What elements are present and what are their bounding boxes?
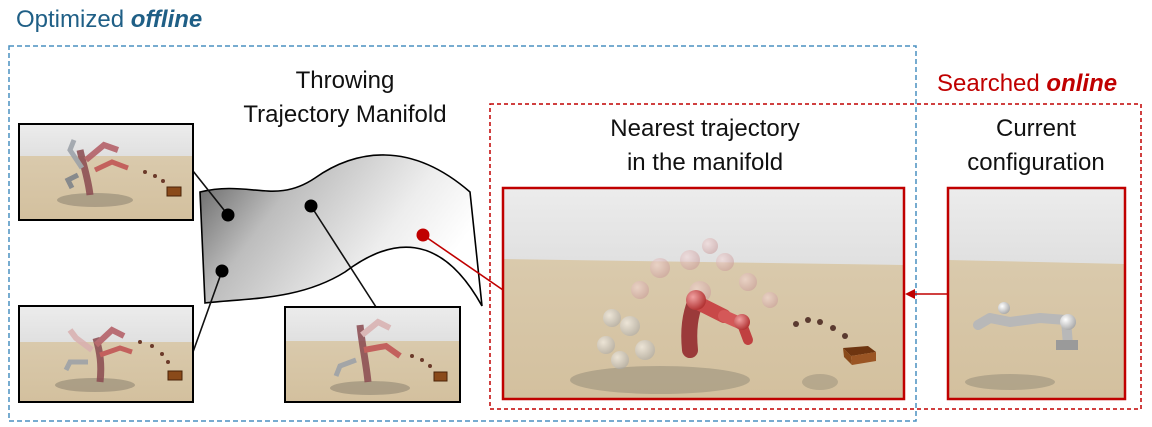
- connector-bottom-mid: [310, 205, 377, 308]
- manifold-point-nearest: [416, 228, 430, 242]
- thumbnail-bottom-left: [18, 305, 194, 403]
- current-label-line2: configuration: [967, 149, 1105, 176]
- nearest-label: Nearest trajectory in the manifold: [545, 112, 865, 180]
- online-title-emphasis: online: [1046, 70, 1118, 97]
- manifold-point-1: [221, 208, 235, 222]
- manifold-label-line2: Trajectory Manifold: [243, 101, 447, 128]
- offline-title-prefix: Optimized: [16, 6, 131, 33]
- thumbnail-top-left: [18, 123, 194, 221]
- thumbnail-bottom-middle: [284, 306, 461, 403]
- offline-region-border: [8, 45, 917, 422]
- connector-bottom-left: [192, 270, 223, 353]
- nearest-label-line1: Nearest trajectory: [610, 115, 800, 142]
- connector-nearest: [422, 234, 504, 291]
- connector-top-left: [192, 170, 229, 216]
- offline-title-emphasis: offline: [130, 6, 203, 33]
- offline-title: Optimized offline: [16, 6, 202, 34]
- manifold-label-line1: Throwing: [295, 67, 395, 94]
- manifold-point-3: [304, 199, 318, 213]
- nearest-label-line2: in the manifold: [626, 149, 784, 176]
- current-configuration-image: [946, 186, 1127, 401]
- manifold-label: Throwing Trajectory Manifold: [205, 64, 485, 132]
- manifold-surface: [199, 154, 483, 307]
- online-title: Searched online: [937, 70, 1117, 98]
- current-label: Current configuration: [936, 112, 1136, 180]
- current-label-line1: Current: [995, 115, 1077, 142]
- online-title-prefix: Searched: [937, 70, 1047, 97]
- search-arrow-head: [905, 289, 915, 299]
- online-region-border: [489, 103, 1142, 410]
- manifold-point-2: [215, 264, 229, 278]
- nearest-trajectory-image: [501, 186, 906, 401]
